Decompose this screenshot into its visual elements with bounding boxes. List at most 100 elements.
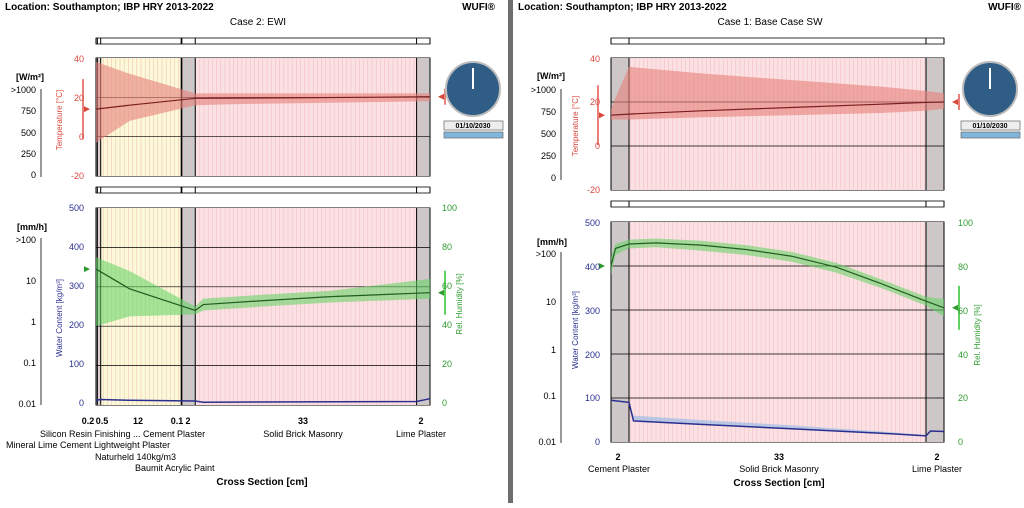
wc-line — [610, 399, 945, 437]
rh-tick: 100 — [958, 218, 973, 228]
rain-tick: 10 — [26, 276, 36, 286]
rh-tick: 0 — [958, 437, 963, 447]
radiation-tick: 500 — [541, 129, 556, 139]
temp-indicator-right — [952, 99, 958, 105]
temperature-line — [610, 101, 945, 116]
rain-tick: 0.1 — [23, 358, 36, 368]
layer-name: Baumit Acrylic Paint — [135, 463, 215, 473]
rh-tick: 100 — [442, 203, 457, 213]
wc-tick: 200 — [69, 320, 84, 330]
wc-tick: 200 — [585, 350, 600, 360]
thickness-label: 0.5 — [96, 416, 109, 426]
thickness-label: 0.2 — [82, 416, 95, 426]
x-axis-label-1: Cross Section [cm] — [216, 477, 307, 488]
temp-tick: 0 — [595, 141, 600, 151]
wc-axis-label-2: Water Content [kg/m³] — [571, 291, 580, 369]
radiation-tick: >1000 — [531, 85, 556, 95]
thickness-label: 2 — [418, 416, 423, 426]
wc-tick: 0 — [595, 437, 600, 447]
rain-tick: 1 — [31, 317, 36, 327]
wc-ticks-1: 500 400 300 200 100 0 — [69, 203, 84, 408]
thickness-label: 2 — [185, 416, 190, 426]
rh-tick: 80 — [442, 242, 452, 252]
date-display-1: 01/10/2030 — [455, 123, 490, 130]
temp-tick: -20 — [71, 171, 84, 181]
temp-tick: -20 — [587, 185, 600, 195]
rh-tick: 40 — [442, 320, 452, 330]
layer-name: Cement Plaster — [588, 464, 650, 474]
radiation-ticks-1: >1000 750 500 250 0 — [11, 85, 36, 180]
temp-indicator-right — [438, 93, 444, 100]
rh-tick: 60 — [442, 281, 452, 291]
wc-tick: 300 — [69, 281, 84, 291]
thickness-label: 12 — [133, 416, 143, 426]
date-progress-bar — [960, 131, 1021, 139]
thickness-label: 2 — [934, 452, 939, 462]
layer-name: Solid Brick Masonry — [263, 429, 343, 439]
rh-tick: 20 — [958, 393, 968, 403]
rain-unit-1: [mm/h] — [17, 222, 47, 232]
wc-tick: 100 — [69, 359, 84, 369]
rh-axis-label-2: Rel. Humidity [%] — [973, 304, 982, 365]
window-separator[interactable] — [508, 0, 513, 503]
wc-tick: 100 — [585, 393, 600, 403]
radiation-tick: 250 — [541, 151, 556, 161]
layer-name: Lime Plaster — [912, 464, 962, 474]
rh-indicator-left — [84, 266, 90, 273]
wc-tick: 500 — [585, 218, 600, 228]
radiation-tick: 500 — [21, 128, 36, 138]
date-display-2: 01/10/2030 — [972, 123, 1007, 130]
rain-tick: >100 — [536, 249, 556, 259]
wc-line — [95, 397, 431, 403]
temp-axis-label-2: Temperature [°C] — [571, 96, 580, 157]
material-layer — [611, 222, 629, 442]
rh-tick: 20 — [442, 359, 452, 369]
temp-tick: 0 — [79, 132, 84, 142]
wc-tick: 500 — [69, 203, 84, 213]
material-layer — [181, 58, 196, 176]
rh-line — [610, 242, 945, 309]
wc-tick: 400 — [69, 242, 84, 252]
rain-ticks-1: >100 10 1 0.1 0.01 — [16, 235, 36, 409]
rh-tick: 40 — [958, 350, 968, 360]
rh-axis-label-1: Rel. Humidity [%] — [455, 273, 464, 334]
rh-tick: 80 — [958, 262, 968, 272]
rh-tick: 0 — [442, 398, 447, 408]
radiation-tick: >1000 — [11, 85, 36, 95]
radiation-tick: 750 — [21, 106, 36, 116]
rh-range-band — [96, 257, 430, 327]
material-layer — [416, 58, 430, 176]
temp-ticks-1: 40 20 0 -20 — [71, 54, 84, 181]
temp-tick: 40 — [590, 54, 600, 64]
chart-panel-1 — [82, 37, 446, 406]
layer-strip — [95, 37, 431, 45]
temp-tick: 20 — [590, 97, 600, 107]
thickness-label: 0.1 — [171, 416, 184, 426]
thickness-labels-2: 2 33 2 — [615, 452, 939, 462]
rh-ticks-2: 100 80 60 40 20 0 — [958, 218, 973, 447]
rain-tick: 0.1 — [543, 391, 556, 401]
layer-name: Naturheld 140kg/m3 — [95, 452, 176, 462]
material-layer — [926, 58, 944, 190]
rain-tick: 0.01 — [538, 437, 556, 447]
clock-widget-2: 01/10/2030 — [960, 61, 1021, 139]
material-layer — [195, 58, 417, 176]
rain-unit-2: [mm/h] — [537, 237, 567, 247]
clock-widget-1: 01/10/2030 — [443, 61, 504, 139]
rh-ticks-1: 100 80 60 40 20 0 — [442, 203, 457, 408]
layer-name: Solid Brick Masonry — [739, 464, 819, 474]
rh-line — [95, 268, 431, 312]
thickness-label: 2 — [615, 452, 620, 462]
temp-tick: 20 — [74, 93, 84, 103]
material-layer — [926, 222, 944, 442]
rain-tick: >100 — [16, 235, 36, 245]
layer-names-2: Cement Plaster Solid Brick Masonry Lime … — [588, 464, 962, 474]
rain-tick: 10 — [546, 297, 556, 307]
thickness-label: 33 — [298, 416, 308, 426]
radiation-unit-2: [W/m²] — [537, 71, 565, 81]
layer-name: Mineral Lime Cement Lightweight Plaster — [6, 440, 170, 450]
rain-ticks-2: >100 10 1 0.1 0.01 — [536, 249, 556, 447]
location-title-2: Location: Southampton; IBP HRY 2013-2022 — [518, 2, 727, 13]
x-axis-label-2: Cross Section [cm] — [733, 478, 824, 489]
